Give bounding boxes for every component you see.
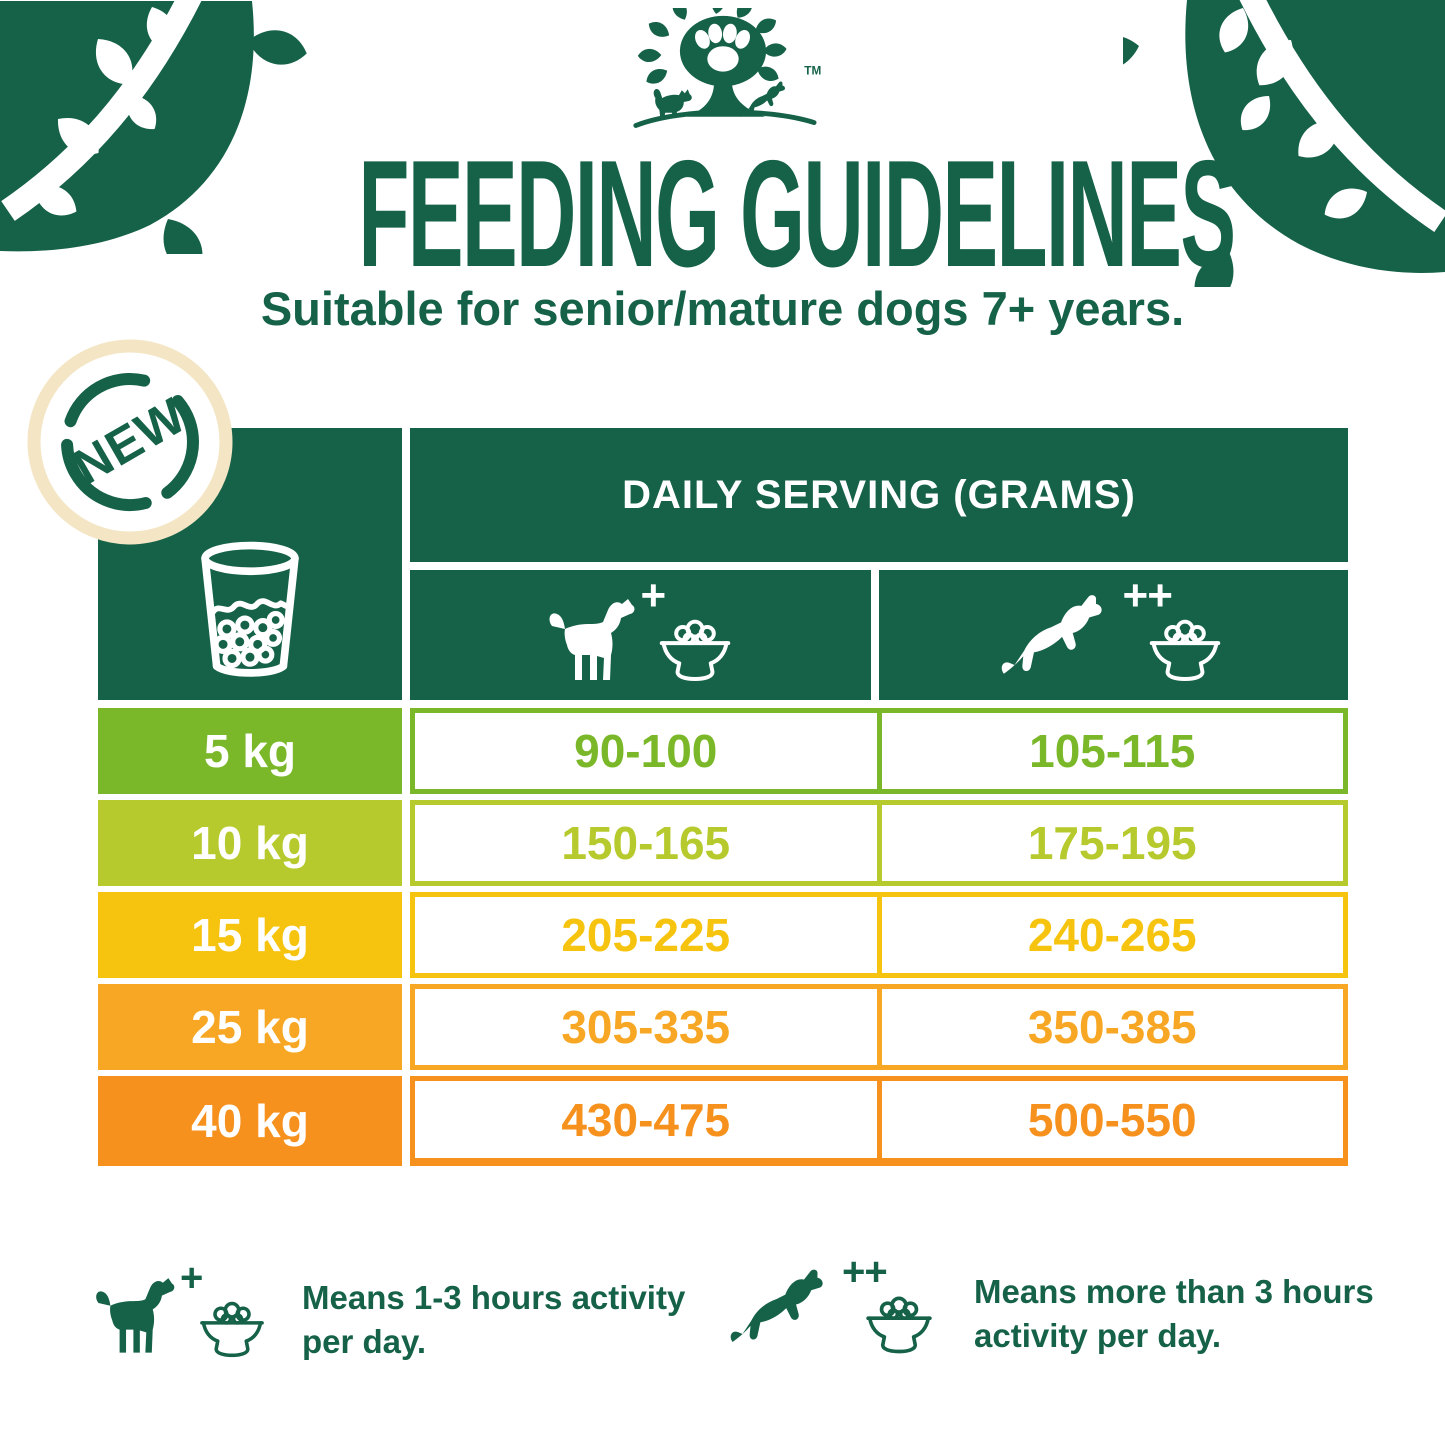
- page-title: FEEDING GUIDELINES: [358, 129, 1236, 299]
- jumping-dog-icon: [730, 1263, 846, 1346]
- weight-cell: 25 kg: [98, 984, 402, 1070]
- legend-text: Means more than 3 hours activity per day…: [974, 1273, 1374, 1354]
- weight-cell: 15 kg: [98, 892, 402, 978]
- activity-plus-label: +: [640, 571, 667, 620]
- table-row: 10 kg 150-165 175-195: [98, 800, 1348, 886]
- weight-cell: 10 kg: [98, 800, 402, 886]
- weight-cell: 40 kg: [98, 1076, 402, 1166]
- serving-low-activity: 205-225: [561, 909, 731, 961]
- serving-low-activity: 90-100: [574, 725, 718, 777]
- serving-low-activity: 150-165: [561, 817, 731, 869]
- activity-plus-plus-label: ++: [842, 1250, 888, 1294]
- weight-cell: 5 kg: [98, 708, 402, 794]
- food-bowl-icon: [653, 618, 737, 684]
- food-bowl-icon: [194, 1300, 270, 1360]
- table-row: 40 kg 430-475 500-550: [98, 1076, 1348, 1166]
- standing-dog-icon: [545, 598, 645, 690]
- table-row: 5 kg 90-100 105-115: [98, 708, 1348, 794]
- standing-dog-icon: [92, 1277, 184, 1362]
- column-header-high-activity: ++: [879, 570, 1348, 700]
- serving-high-activity: 105-115: [1029, 725, 1196, 777]
- brand-tree-logo: TM: [632, 8, 821, 128]
- legend-low-activity: + Means 1-3 hours activity per day.: [92, 1258, 732, 1363]
- feeding-table: DAILY SERVING (GRAMS) + ++ 5 kg 90-100 1…: [98, 428, 1348, 1168]
- activity-plus-label: +: [180, 1256, 203, 1300]
- jumping-dog-icon: [1001, 588, 1127, 678]
- table-row: 15 kg 205-225 240-265: [98, 892, 1348, 978]
- serving-high-activity: 175-195: [1027, 817, 1197, 869]
- legend-text: Means 1-3 hours activity per day.: [302, 1279, 686, 1360]
- column-header-low-activity: +: [410, 570, 871, 700]
- page-subtitle: Suitable for senior/mature dogs 7+ years…: [260, 282, 1185, 335]
- serving-high-activity: 350-385: [1027, 1001, 1197, 1053]
- serving-low-activity: 430-475: [561, 1093, 731, 1146]
- logo-tm: TM: [804, 65, 821, 78]
- serving-low-activity: 305-335: [561, 1001, 731, 1053]
- new-badge: NEW: [27, 339, 233, 545]
- food-bowl-icon: [860, 1295, 938, 1356]
- serving-header-label: DAILY SERVING (GRAMS): [622, 472, 1136, 517]
- serving-high-activity: 500-550: [1027, 1093, 1197, 1146]
- corner-foliage-left: [0, 0, 311, 254]
- logo-cat-icon: [653, 88, 692, 118]
- food-bowl-icon: [1143, 618, 1227, 684]
- corner-foliage-right: [1123, 0, 1445, 287]
- serving-header-cell: DAILY SERVING (GRAMS): [410, 428, 1348, 562]
- logo-paw-icon: [694, 23, 750, 72]
- table-rows: 5 kg 90-100 105-115 10 kg 150-165 175-19…: [98, 708, 1348, 1166]
- serving-high-activity: 240-265: [1027, 909, 1197, 961]
- legend-high-activity: ++ Means more than 3 hours activity per …: [730, 1252, 1424, 1357]
- kibble-cup-icon: [191, 536, 309, 686]
- activity-plus-plus-label: ++: [1122, 571, 1173, 620]
- table-row: 25 kg 305-335 350-385: [98, 984, 1348, 1070]
